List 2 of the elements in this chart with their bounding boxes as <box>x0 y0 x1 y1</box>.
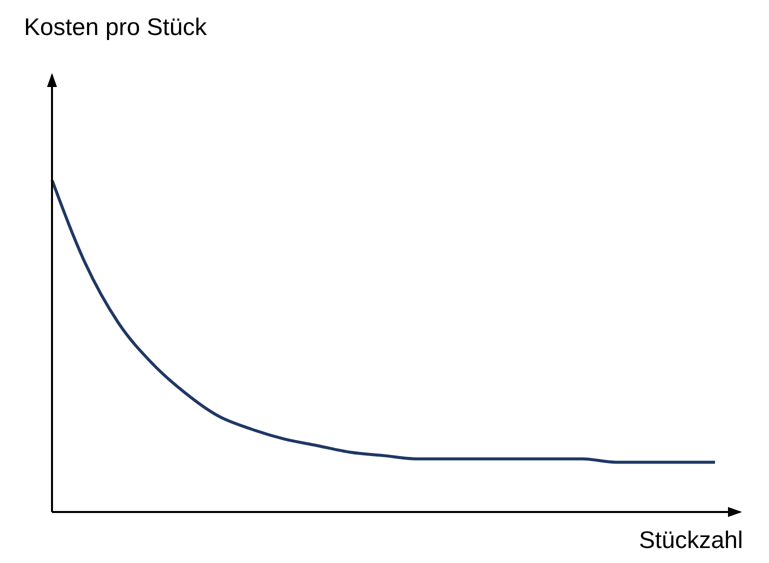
x-axis-title: Stückzahl <box>638 527 743 555</box>
text: Kosten pro Stück <box>24 14 207 42</box>
